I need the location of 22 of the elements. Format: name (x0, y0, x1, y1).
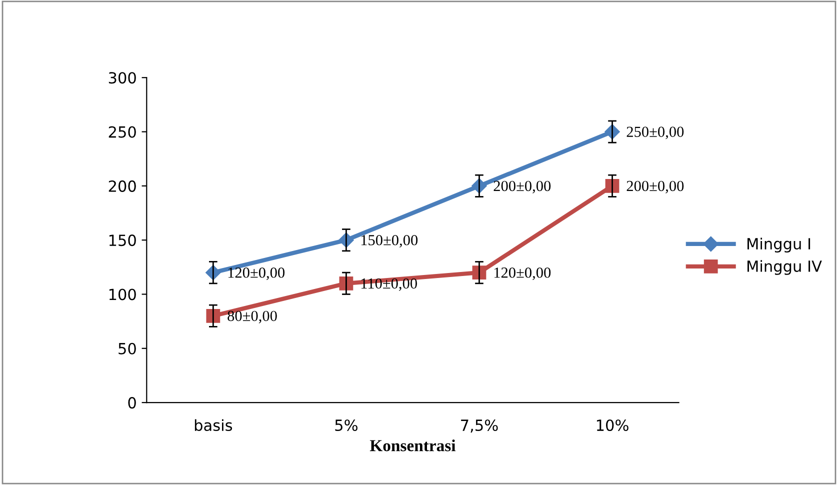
x-tick-label: basis (194, 419, 232, 432)
data-label: 110±0,00 (361, 278, 417, 291)
y-tick-label: 200 (108, 180, 136, 192)
y-tick-label: 100 (109, 288, 136, 300)
y-tick-label: 50 (118, 342, 136, 354)
y-tick-label: 0 (128, 397, 136, 409)
y-tick-label: 150 (109, 234, 136, 246)
data-label: 150±0,00 (361, 234, 418, 248)
legend-label: Minggu IV (748, 260, 822, 275)
data-label: 250±0,00 (626, 126, 684, 140)
data-label: 200±0,00 (494, 180, 551, 194)
data-label: 80±0,00 (228, 310, 277, 324)
x-tick-label: 10% (596, 419, 628, 432)
x-axis-title: Konsentrasi (370, 440, 456, 452)
y-tick-label: 250 (108, 126, 136, 138)
legend-label: Minggu I (748, 238, 810, 253)
data-label: 200±0,00 (626, 180, 684, 194)
data-label: 120±0,00 (228, 267, 285, 280)
data-label: 120±0,00 (494, 267, 551, 280)
y-tick-label: 300 (108, 72, 136, 84)
x-tick-label: 5% (335, 419, 358, 432)
x-tick-label: 7,5% (461, 419, 498, 433)
